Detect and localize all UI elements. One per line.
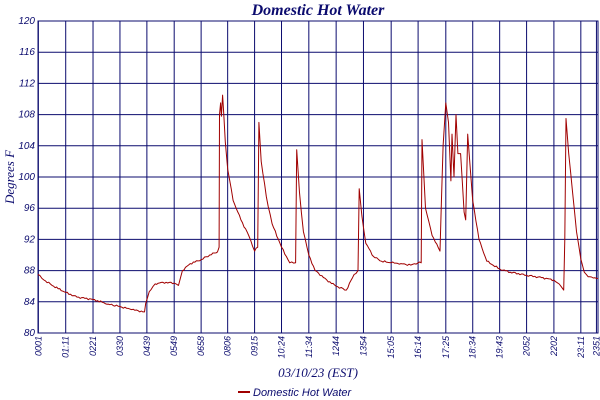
x-tick-label: 0806 [223, 336, 233, 356]
x-axis-ticks: 0001 01:11 0221 0330 0439 0549 0658 0806 0915 10:… [33, 335, 600, 359]
y-tick-label: 92 [24, 234, 36, 245]
y-tick-label: 108 [18, 110, 35, 121]
series-line-1 [37, 94, 598, 313]
y-tick-label: 96 [24, 203, 36, 214]
y-axis-label: Degrees F [2, 149, 17, 205]
x-tick-label: 2202 [549, 336, 559, 357]
x-tick-label: 0001 [33, 336, 43, 356]
x-tick-label: 2351 [591, 336, 600, 357]
x-tick-label: 0439 [142, 336, 152, 356]
x-tick-label: 0658 [196, 336, 206, 356]
y-tick-label: 116 [19, 47, 35, 58]
x-tick-label: 17:25 [441, 335, 451, 359]
x-tick-label: 0549 [169, 336, 179, 356]
y-tick-label: 80 [24, 328, 36, 339]
x-tick-label: 19:43 [495, 336, 505, 359]
x-tick-label: 18:34 [468, 336, 478, 359]
x-tick-label: 0330 [115, 336, 125, 356]
plot-border [37, 20, 599, 334]
x-tick-label: 0915 [250, 335, 260, 356]
x-tick-label: 2052 [522, 336, 532, 357]
plot-area [37, 94, 598, 313]
y-tick-label: 120 [18, 16, 35, 27]
x-tick-label: 23:11 [576, 336, 586, 359]
legend-label: Domestic Hot Water [253, 387, 353, 399]
x-tick-label: 01:11 [61, 336, 71, 358]
x-tick-label: 11:34 [304, 336, 314, 358]
x-tick-label: 10:24 [277, 336, 287, 359]
grid [37, 20, 599, 334]
x-axis-label: 03/10/23 (EST) [278, 365, 358, 380]
x-tick-label: 16:14 [413, 336, 423, 359]
x-tick-label: 1244 [331, 336, 341, 356]
y-tick-label: 100 [18, 172, 35, 183]
y-tick-label: 84 [24, 297, 36, 308]
x-tick-label: 0221 [88, 336, 98, 356]
x-tick-label: 15:05 [386, 335, 396, 359]
y-axis-ticks: 80 84 88 92 96 100 104 108 112 116 120 [18, 16, 35, 339]
y-tick-label: 104 [18, 141, 35, 152]
chart-title: Domestic Hot Water [251, 2, 386, 19]
legend: Domestic Hot Water [238, 387, 353, 399]
x-tick-label: 1354 [358, 336, 368, 356]
y-tick-label: 112 [19, 78, 35, 89]
y-tick-label: 88 [24, 266, 36, 277]
